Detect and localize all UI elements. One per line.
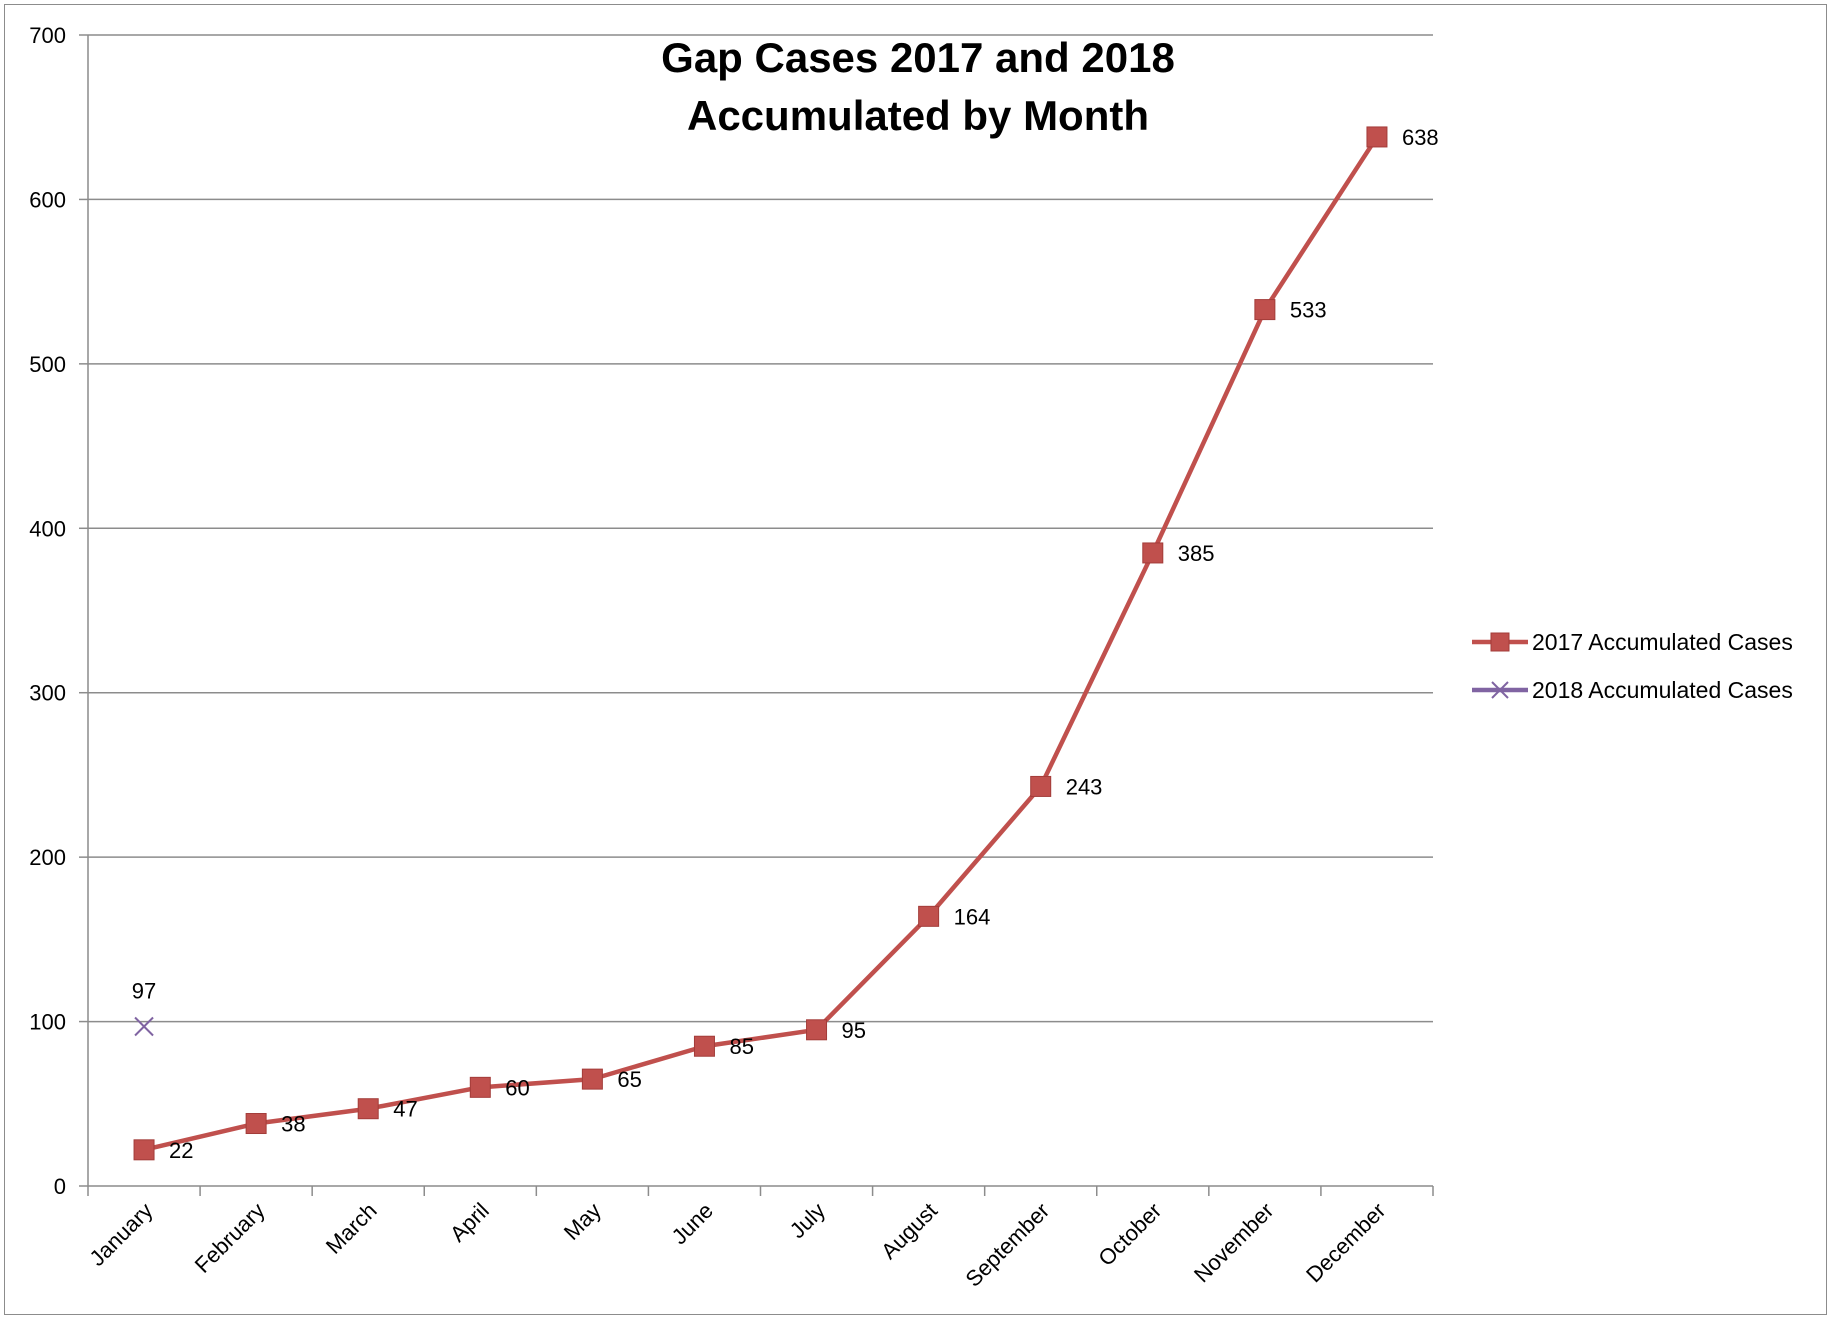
data-label: 385 (1178, 541, 1215, 566)
legend-marker (1491, 681, 1509, 699)
x-tick-label: September (960, 1198, 1054, 1292)
data-label: 38 (281, 1112, 305, 1137)
series-layer (133, 126, 1388, 1161)
data-point (133, 1139, 155, 1161)
legend-label: 2017 Accumulated Cases (1532, 629, 1793, 655)
data-label: 243 (1066, 774, 1103, 799)
data-point (469, 1076, 491, 1098)
data-point (245, 1113, 267, 1135)
data-label: 47 (393, 1097, 417, 1122)
gridlines (88, 34, 1433, 1023)
x-tick-label: May (559, 1198, 606, 1245)
data-labels: 22 38 47 60 65 85 95 164 243 385 533 638 97 (132, 125, 1439, 1163)
data-point (581, 1068, 603, 1090)
x-tick-label: August (876, 1198, 942, 1264)
x-tick-label: February (190, 1198, 270, 1278)
data-point (357, 1098, 379, 1120)
x-tick-label: November (1189, 1198, 1278, 1287)
data-point (1030, 775, 1052, 797)
data-label: 97 (132, 979, 156, 1004)
data-point (1142, 542, 1164, 564)
data-label: 22 (169, 1138, 193, 1163)
data-point (1254, 299, 1276, 321)
y-tick-label: 0 (54, 1174, 66, 1199)
axes: 0 100 200 300 400 500 600 700 January February Mar… (29, 23, 1434, 1292)
data-point (806, 1019, 828, 1041)
y-tick-label: 200 (29, 845, 66, 870)
data-point (134, 1016, 154, 1037)
x-tick-label: October (1093, 1198, 1166, 1271)
data-label: 95 (842, 1018, 866, 1043)
data-label: 533 (1290, 298, 1327, 323)
legend: 2017 Accumulated Cases 2018 Accumulated C… (1472, 629, 1793, 703)
data-point (693, 1035, 715, 1057)
legend-marker (1490, 632, 1510, 652)
x-tick-label: April (445, 1198, 494, 1247)
legend-label: 2018 Accumulated Cases (1532, 677, 1793, 703)
data-point (1366, 126, 1388, 148)
x-tick-label: July (785, 1198, 830, 1243)
x-tick-label: December (1301, 1198, 1390, 1287)
data-point (918, 905, 940, 927)
y-tick-label: 100 (29, 1010, 66, 1035)
data-label: 164 (954, 904, 991, 929)
y-tick-label: 600 (29, 187, 66, 212)
chart-title: Gap Cases 2017 and 2018 (661, 34, 1175, 81)
y-tick-label: 400 (29, 516, 66, 541)
series-line (143, 135, 1379, 1153)
x-tick-label: June (667, 1198, 718, 1249)
x-tick-label: March (321, 1198, 382, 1259)
y-tick-label: 500 (29, 352, 66, 377)
data-label: 60 (505, 1075, 529, 1100)
chart-subtitle: Accumulated by Month (687, 92, 1149, 139)
chart-frame (4, 4, 1827, 1315)
y-tick-label: 700 (29, 23, 66, 48)
data-label: 85 (729, 1034, 753, 1059)
x-tick-label: January (85, 1198, 158, 1271)
data-label: 638 (1402, 125, 1439, 150)
data-label: 65 (617, 1067, 641, 1092)
y-tick-label: 300 (29, 681, 66, 706)
